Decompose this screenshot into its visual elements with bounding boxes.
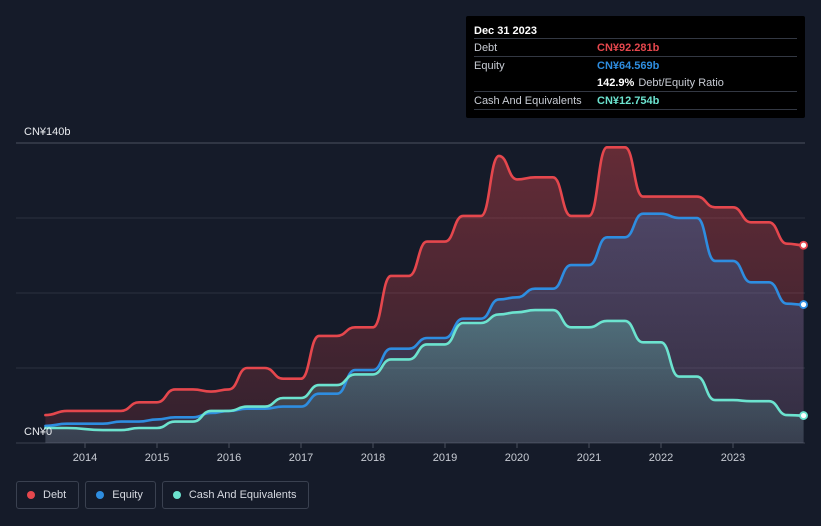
tooltip-ratio-label: Debt/Equity Ratio [638,76,724,89]
x-tick-label: 2019 [433,452,457,464]
legend: Debt Equity Cash And Equivalents [16,481,310,509]
x-tick-label: 2017 [289,452,313,464]
debt-end-marker [799,240,808,250]
legend-cash-dot-icon [172,491,181,499]
legend-debt-dot-icon [27,491,35,499]
tooltip-date: Dec 31 2023 [474,25,537,37]
tooltip-row-cash: Cash And Equivalents CN¥12.754b [474,91,797,110]
tooltip-row-equity: Equity CN¥64.569b [474,56,797,74]
x-tick-label: 2015 [145,452,169,464]
legend-cash-label: Cash And Equivalents [188,489,297,501]
x-tick-label: 2014 [73,452,97,464]
tooltip-ratio-value: 142.9% [597,76,635,89]
cash-end-marker [799,411,808,420]
x-tick-label: 2022 [649,452,673,464]
cash-area [45,310,804,443]
y-axis-top-label: CN¥140b [24,126,70,138]
equity-line [44,212,805,428]
legend-item-cash[interactable]: Cash And Equivalents [161,481,310,509]
tooltip-debt-label: Debt [474,41,498,54]
tooltip-row-debt: Debt CN¥92.281b [474,38,797,56]
series-endpoints [799,240,808,420]
y-axis-bottom-label: CN¥0 [24,426,52,438]
legend-item-equity[interactable]: Equity [85,481,156,509]
tooltip-debt-value: CN¥92.281b [597,41,660,54]
tooltip-equity-value: CN¥64.569b [597,59,660,72]
series-lines [44,146,805,432]
legend-debt-label: Debt [43,489,67,501]
x-tick-label: 2021 [577,452,601,464]
legend-equity-dot-icon [96,491,105,499]
tooltip-row-ratio: 142.9% Debt/Equity Ratio [474,74,797,91]
tooltip-cash-value: CN¥12.754b [597,94,660,107]
tooltip-panel: Dec 31 2023 Debt CN¥92.281b Equity CN¥64… [466,16,805,118]
legend-item-debt[interactable]: Debt [16,481,80,509]
x-axis-ticks: 2014 2015 2016 2017 2018 2019 2020 2021 2022 2023 [73,443,745,464]
x-tick-label: 2018 [361,452,385,464]
debt-line [44,146,805,417]
legend-equity-label: Equity [112,489,143,501]
x-tick-label: 2023 [721,452,745,464]
series-areas [45,147,804,444]
x-tick-label: 2020 [505,452,529,464]
equity-end-marker [799,300,808,309]
debt-equity-chart: 2014 2015 2016 2017 2018 2019 2020 2021 2022 2023… [16,126,808,464]
cash-line [44,308,805,432]
x-tick-label: 2016 [217,452,241,464]
tooltip-equity-label: Equity [474,59,505,72]
tooltip-cash-label: Cash And Equivalents [474,94,582,107]
